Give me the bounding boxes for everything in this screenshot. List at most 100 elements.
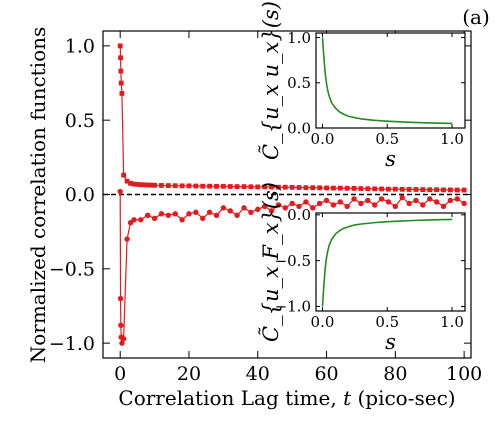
- main-series-0-point: [131, 181, 137, 187]
- main-series-1-point: [261, 203, 268, 210]
- inset-bottom-x-tick-label: 1.0: [440, 313, 464, 331]
- inset-top-axes-frame: [315, 32, 466, 129]
- inset-top-x-tick-label: 0.5: [375, 130, 399, 148]
- main-series-1-point: [316, 200, 323, 207]
- main-x-axis-label-prefix: Correlation Lag time,: [118, 386, 336, 410]
- main-series-1-point: [172, 211, 178, 217]
- main-series-1-point: [158, 211, 165, 217]
- inset-bottom-x-tick-label: 0.0: [311, 313, 335, 331]
- main-series-0-point: [317, 185, 323, 191]
- inset-top-y-tick-label: 0.5: [287, 74, 311, 92]
- main-series-0-point: [227, 184, 233, 189]
- main-series-0-point: [165, 183, 171, 188]
- inset-top-background: [316, 33, 465, 128]
- inset-bottom-background: [316, 213, 465, 311]
- main-series-1-point: [268, 208, 275, 214]
- main-series-1-point: [193, 209, 199, 216]
- main-series-0-point: [303, 185, 309, 191]
- main-series-1-point: [385, 199, 392, 205]
- main-series-0-point: [118, 80, 124, 86]
- main-series-0-point: [119, 91, 125, 96]
- main-series-1-point: [454, 196, 460, 202]
- main-x-tick-label: 20: [177, 363, 201, 385]
- inset-top-x-tick-label: 1.0: [440, 130, 464, 148]
- main-series-1-point: [220, 205, 227, 211]
- main-series-1-point: [310, 205, 316, 211]
- main-x-tick-label: 0: [114, 363, 126, 385]
- main-series-1-point: [344, 203, 350, 210]
- main-series-0-point: [372, 186, 378, 192]
- main-series-1-point: [365, 197, 371, 204]
- main-series-1-point: [461, 200, 467, 207]
- main-series-1-point: [117, 295, 124, 302]
- main-series-0-point: [148, 182, 154, 188]
- main-series-1-point: [358, 200, 364, 207]
- main-series-0-point: [159, 183, 164, 188]
- main-series-0-point: [262, 184, 268, 190]
- main-series-0-point: [172, 183, 178, 189]
- main-series-0-point: [337, 185, 343, 191]
- main-y-tick-label: 0.5: [65, 110, 95, 132]
- inset-top-y-axis-label: C̃_{u_x u_x}(s): [259, 1, 283, 160]
- main-series-1-point: [179, 217, 185, 223]
- main-series-0-point: [124, 178, 130, 184]
- main-series-1-point: [275, 202, 282, 208]
- main-series-1-point: [372, 202, 378, 208]
- inset-bottom-y-tick-label: −0.5: [275, 252, 311, 270]
- main-series-1-point: [120, 335, 127, 342]
- inset-top-y-tick-label: 0.0: [287, 119, 311, 137]
- main-series-1-point: [337, 199, 344, 205]
- main-series-1-point: [392, 203, 399, 210]
- main-series-0-point: [200, 183, 206, 189]
- inset-top-plot: 0.0 0.5 1.0 0.0 0.5 1.0 s C̃_{u_x u_x}(s): [259, 1, 466, 171]
- main-series-0-point: [128, 180, 133, 186]
- main-series-0-point: [310, 185, 316, 191]
- main-series-0-point: [118, 68, 124, 74]
- main-series-1-point: [282, 205, 288, 211]
- main-series-0-point: [324, 185, 329, 191]
- main-series-1-point: [227, 208, 233, 214]
- main-y-tick-label: 1.0: [65, 36, 95, 58]
- main-series-0-point: [248, 184, 254, 190]
- main-series-0-point: [145, 182, 151, 188]
- main-series-0-point: [331, 185, 336, 191]
- main-series-0-point: [186, 183, 192, 189]
- main-y-axis-label: Normalized correlation functions: [26, 27, 50, 364]
- inset-bottom-x-axis-label: s: [385, 330, 396, 354]
- main-series-1-point: [255, 206, 261, 213]
- main-series-0-point: [447, 187, 453, 193]
- inset-bottom-series-0-line: [321, 218, 453, 307]
- main-series-1-point: [406, 200, 412, 207]
- main-series-0-point: [296, 185, 302, 190]
- main-x-tick-label: 80: [383, 363, 407, 385]
- main-series-1-point: [151, 215, 158, 221]
- main-series-0-point: [365, 186, 371, 192]
- main-series-1-point: [399, 194, 405, 201]
- main-series-1-point: [378, 196, 385, 202]
- main-series-0-point: [420, 187, 426, 192]
- inset-bottom-axes-frame: [315, 212, 466, 312]
- main-series-0-point: [344, 185, 350, 191]
- main-x-axis-label-var: t: [343, 386, 352, 410]
- main-series-1-point: [118, 322, 124, 328]
- main-series-0-point: [141, 182, 147, 188]
- panel-label: (a): [462, 5, 490, 29]
- main-series-1-point: [119, 340, 125, 346]
- main-series-1-point: [433, 199, 440, 205]
- main-series-1-point: [248, 209, 254, 216]
- main-series-1-point: [413, 197, 419, 204]
- main-series-1-point: [206, 209, 213, 216]
- main-series-1-point: [213, 212, 220, 219]
- main-series-0-point: [282, 184, 288, 190]
- main-x-tick-label: 40: [246, 363, 270, 385]
- inset-bottom-x-tick-label: 0.5: [375, 313, 399, 331]
- main-series-0-point: [379, 186, 384, 192]
- main-series-0-point: [179, 183, 185, 189]
- main-series-0-point: [121, 172, 127, 178]
- main-series-0-point: [234, 184, 240, 190]
- main-series-1-point: [186, 211, 192, 217]
- main-series-1-point: [440, 203, 447, 210]
- main-series-1-point: [330, 202, 337, 208]
- main-series-0-point: [351, 186, 357, 191]
